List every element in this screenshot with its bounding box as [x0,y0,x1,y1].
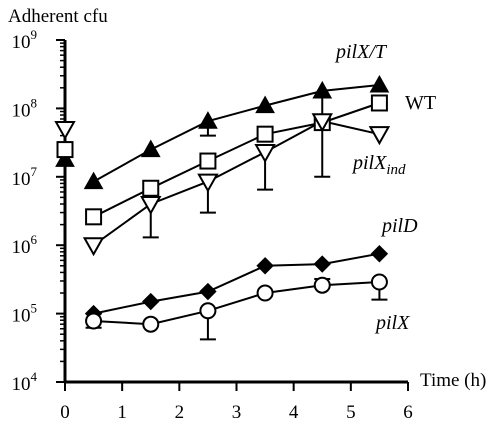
y-tick-label-exponent: 8 [31,95,38,110]
y-tick-label-exponent: 7 [31,164,38,179]
series-label-pilxind-main: pilX [351,152,387,174]
x-tick-label: 1 [117,402,127,423]
series-label-wt: WT [405,92,436,114]
y-tick-label-exponent: 4 [31,369,38,384]
series-markers [54,74,391,333]
series-pilxind-point [54,120,76,141]
series-wt-point [142,179,160,197]
x-tick-label: 6 [403,402,413,423]
y-axis-label: Adherent cfu [8,6,108,27]
x-tick-label: 4 [289,402,299,423]
series-pilx-t-point [369,74,390,93]
series-label-pilxind: pilXind [351,152,406,178]
series-pilx-point [313,276,331,294]
y-tick-label-base: 10 [12,100,31,121]
y-tick-label: 109 [12,27,38,53]
series-pilxind-point [140,196,162,216]
series-label-pilx: pilX [374,312,410,334]
series-label-pilxind-sub: ind [386,162,406,178]
y-tick-label-base: 10 [12,306,31,327]
y-tick-label-base: 10 [12,237,31,258]
series-pild-point [313,255,331,273]
series-pilx-point [85,312,103,330]
series-pilx-t-point [312,80,333,99]
series-label-pilx-t: pilX/T [334,41,388,63]
series-line-pilxind [93,120,380,247]
series-pild-point [370,245,389,263]
series-pilx-t-point [140,139,161,158]
x-tick-label: 2 [175,402,185,423]
x-tick-label: 0 [60,402,70,423]
series-lines [93,84,380,326]
series-line-pilx-t [93,84,380,183]
y-tick-label: 108 [12,95,38,121]
y-tick-label-base: 10 [12,32,31,53]
y-tick-label-base: 10 [12,169,31,190]
series-wt-point [199,152,217,170]
series-wt-point [56,141,74,159]
series-pilx-point [142,315,160,333]
series-pilx-t-point [255,95,275,114]
y-tick-label: 104 [12,369,38,395]
series-pilx-t-point [83,171,104,190]
series-pilx-t-point [198,111,218,129]
y-tick-label: 106 [12,232,38,258]
series-pild-point [142,292,160,311]
series-pild-point [256,257,274,275]
series-wt-point [370,94,388,112]
y-tick-label-base: 10 [12,374,31,395]
y-tick-label: 105 [12,301,38,327]
series-pilx-point [256,284,274,302]
series-wt-point [85,208,103,226]
y-tick-label-exponent: 6 [31,232,38,247]
x-tick-label: 5 [346,402,356,423]
series-line-pilx [93,281,380,326]
series-label-pild: pilD [380,215,418,237]
series-pild-point [199,282,217,301]
series-pilxind-point [82,237,105,257]
y-tick-label-exponent: 9 [31,27,38,42]
series-pilxind-point [368,126,391,146]
series-pilx-t-point [55,149,75,167]
series-pilxind-point [254,144,276,164]
series-wt-point [256,125,274,143]
series-pilxind-point [197,173,219,193]
y-tick-label-exponent: 5 [31,301,38,316]
series-line-wt [93,102,380,218]
x-axis-label: Time (h) [420,370,486,391]
series-pilx-point [370,273,388,291]
series-pilxind-point [311,113,333,133]
y-tick-label: 107 [12,164,38,190]
series-line-pild [93,252,380,315]
x-tick-label: 3 [232,402,242,423]
series-pilx-point [199,302,217,320]
